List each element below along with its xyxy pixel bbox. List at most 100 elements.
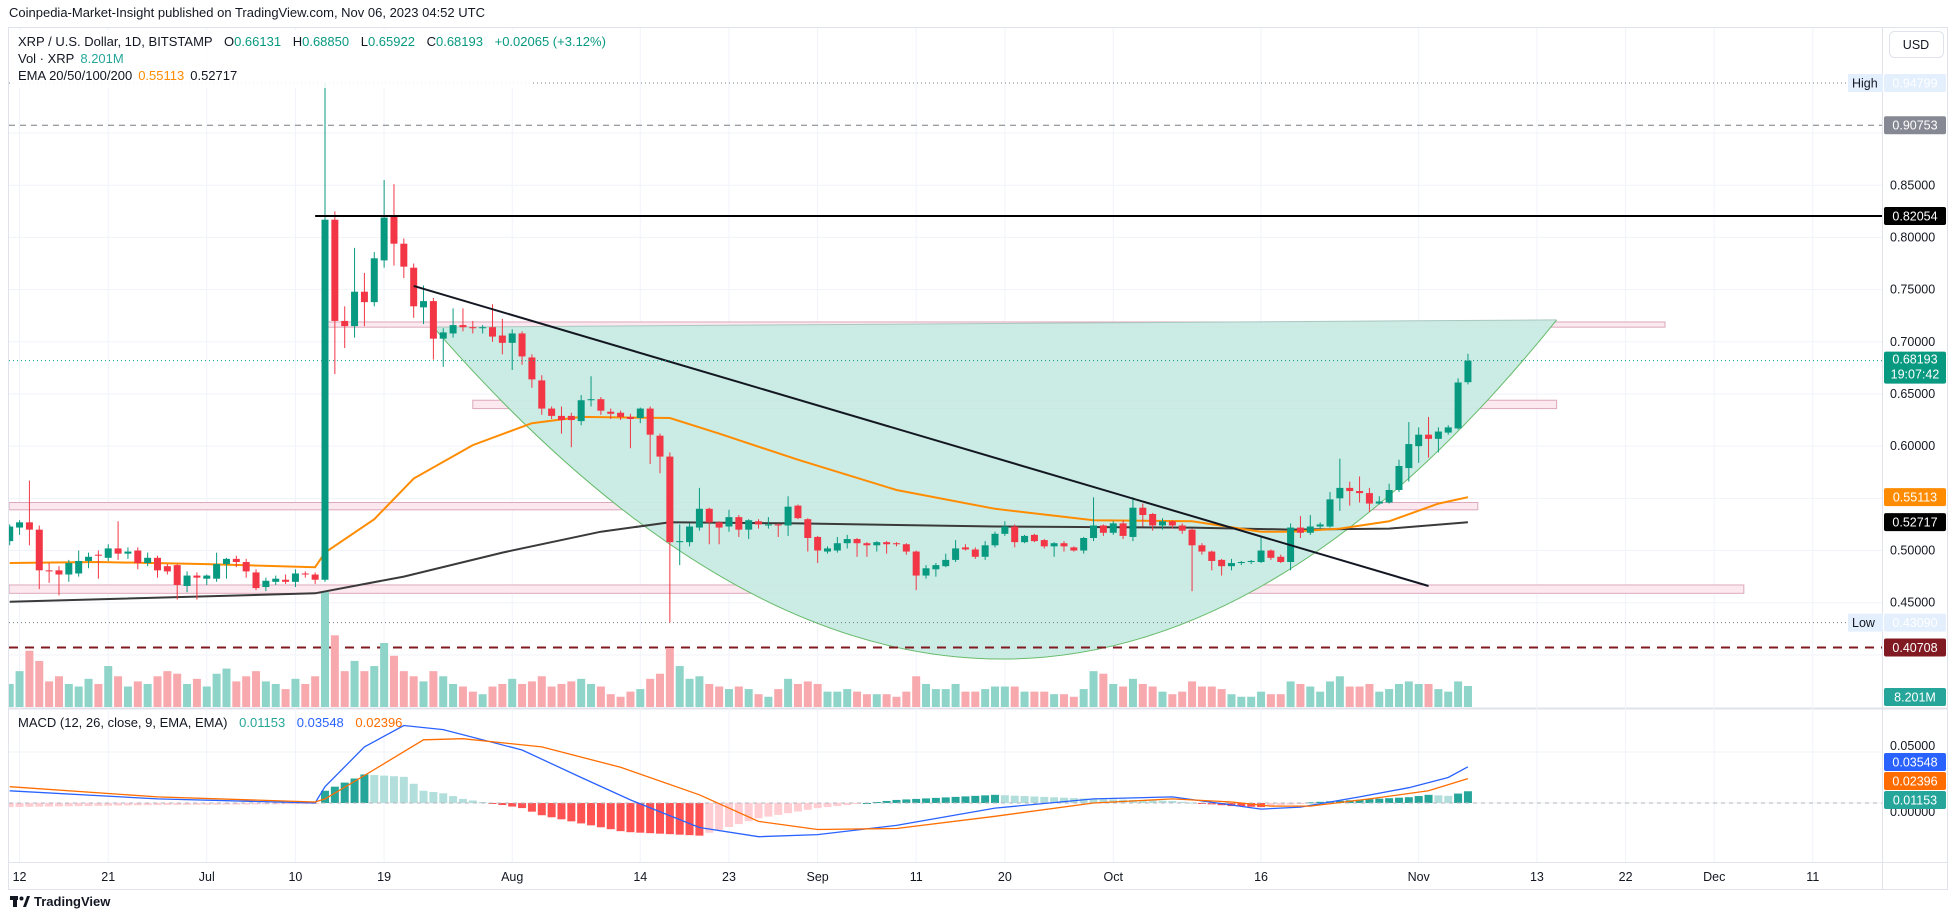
- candle[interactable]: [725, 509, 733, 532]
- candle[interactable]: [173, 564, 181, 600]
- candle[interactable]: [262, 577, 270, 592]
- tradingview-logo[interactable]: TradingView: [10, 894, 111, 909]
- candle[interactable]: [341, 306, 349, 349]
- candle[interactable]: [351, 247, 359, 338]
- candle[interactable]: [1296, 516, 1304, 538]
- candle[interactable]: [1365, 487, 1373, 512]
- candle[interactable]: [1425, 416, 1433, 458]
- candle[interactable]: [1444, 425, 1452, 435]
- candle[interactable]: [1159, 518, 1167, 530]
- candle[interactable]: [400, 238, 408, 279]
- candle[interactable]: [853, 537, 861, 557]
- candle[interactable]: [232, 555, 240, 568]
- candle[interactable]: [508, 329, 516, 370]
- candle[interactable]: [1030, 533, 1038, 543]
- candle[interactable]: [489, 304, 497, 342]
- candle[interactable]: [252, 569, 260, 591]
- candle[interactable]: [942, 553, 950, 568]
- candle[interactable]: [6, 524, 14, 546]
- candle[interactable]: [538, 375, 546, 415]
- candle[interactable]: [528, 354, 536, 388]
- candle[interactable]: [65, 559, 73, 582]
- candle[interactable]: [134, 547, 142, 570]
- candle[interactable]: [469, 320, 477, 334]
- candle[interactable]: [656, 433, 664, 474]
- candle[interactable]: [1011, 524, 1019, 548]
- candle[interactable]: [961, 544, 969, 551]
- candle[interactable]: [814, 535, 822, 564]
- candle[interactable]: [94, 550, 102, 579]
- candle[interactable]: [548, 406, 556, 420]
- time-axis[interactable]: 12 21 Jul 10 19 Aug 14 23 Sep 11 20 Oct 16 Nov 13 22 Dec…: [13, 870, 1820, 884]
- candle[interactable]: [1021, 534, 1029, 544]
- candle[interactable]: [824, 546, 832, 554]
- candle[interactable]: [1139, 503, 1147, 527]
- candle[interactable]: [144, 552, 152, 567]
- candle[interactable]: [873, 541, 881, 552]
- candle[interactable]: [971, 547, 979, 559]
- candle[interactable]: [1415, 427, 1423, 463]
- candle[interactable]: [666, 452, 674, 623]
- candle[interactable]: [183, 571, 191, 593]
- candle[interactable]: [557, 406, 565, 434]
- candle[interactable]: [163, 564, 171, 575]
- price-axis[interactable]: 0.85000 0.80000 0.75000 0.70000 0.65000 0.600…: [1848, 73, 1946, 819]
- candle[interactable]: [1060, 541, 1068, 552]
- candle[interactable]: [577, 395, 585, 426]
- candle[interactable]: [922, 565, 930, 579]
- candle[interactable]: [774, 523, 782, 537]
- candle[interactable]: [892, 542, 900, 547]
- candle[interactable]: [676, 524, 684, 566]
- candle[interactable]: [1080, 536, 1088, 554]
- candle[interactable]: [1405, 422, 1413, 482]
- candle[interactable]: [1040, 539, 1048, 549]
- candle[interactable]: [1247, 559, 1255, 565]
- candle[interactable]: [1050, 542, 1058, 557]
- candle[interactable]: [104, 544, 112, 561]
- candle[interactable]: [755, 519, 763, 529]
- candle[interactable]: [222, 557, 230, 579]
- candle[interactable]: [1375, 496, 1383, 505]
- candle[interactable]: [439, 328, 447, 367]
- candle[interactable]: [1346, 481, 1354, 506]
- candle[interactable]: [420, 285, 428, 325]
- candle[interactable]: [784, 496, 792, 536]
- candle[interactable]: [380, 180, 388, 268]
- candle[interactable]: [932, 563, 940, 577]
- candle[interactable]: [16, 520, 24, 535]
- candle[interactable]: [1385, 483, 1393, 504]
- candle[interactable]: [1316, 522, 1324, 529]
- candle[interactable]: [410, 263, 418, 318]
- macd-pane[interactable]: [6, 724, 1882, 838]
- currency-button[interactable]: USD: [1889, 31, 1944, 58]
- candle[interactable]: [617, 410, 625, 421]
- candle[interactable]: [1149, 512, 1157, 531]
- candle[interactable]: [35, 525, 43, 590]
- candle[interactable]: [912, 550, 920, 591]
- candle[interactable]: [981, 541, 989, 560]
- candle[interactable]: [715, 521, 723, 545]
- candle[interactable]: [1257, 536, 1265, 564]
- candle[interactable]: [1267, 549, 1275, 560]
- candle[interactable]: [991, 531, 999, 548]
- cup-pattern-curve[interactable]: [433, 319, 1558, 660]
- candle[interactable]: [498, 318, 506, 355]
- candle[interactable]: [55, 566, 63, 596]
- descending-trendline[interactable]: [413, 285, 1429, 587]
- candle[interactable]: [1454, 378, 1462, 430]
- candle[interactable]: [1168, 520, 1176, 529]
- candle[interactable]: [607, 408, 615, 420]
- candle[interactable]: [1198, 543, 1206, 555]
- candle[interactable]: [1395, 459, 1403, 493]
- candle[interactable]: [429, 297, 437, 360]
- candle[interactable]: [1099, 524, 1107, 536]
- candle[interactable]: [1178, 523, 1186, 534]
- candle[interactable]: [794, 504, 802, 520]
- candle[interactable]: [1326, 492, 1334, 528]
- candle[interactable]: [1306, 515, 1314, 535]
- candle[interactable]: [1218, 558, 1226, 576]
- candle[interactable]: [479, 325, 487, 334]
- candle[interactable]: [764, 517, 772, 529]
- candle[interactable]: [272, 575, 280, 585]
